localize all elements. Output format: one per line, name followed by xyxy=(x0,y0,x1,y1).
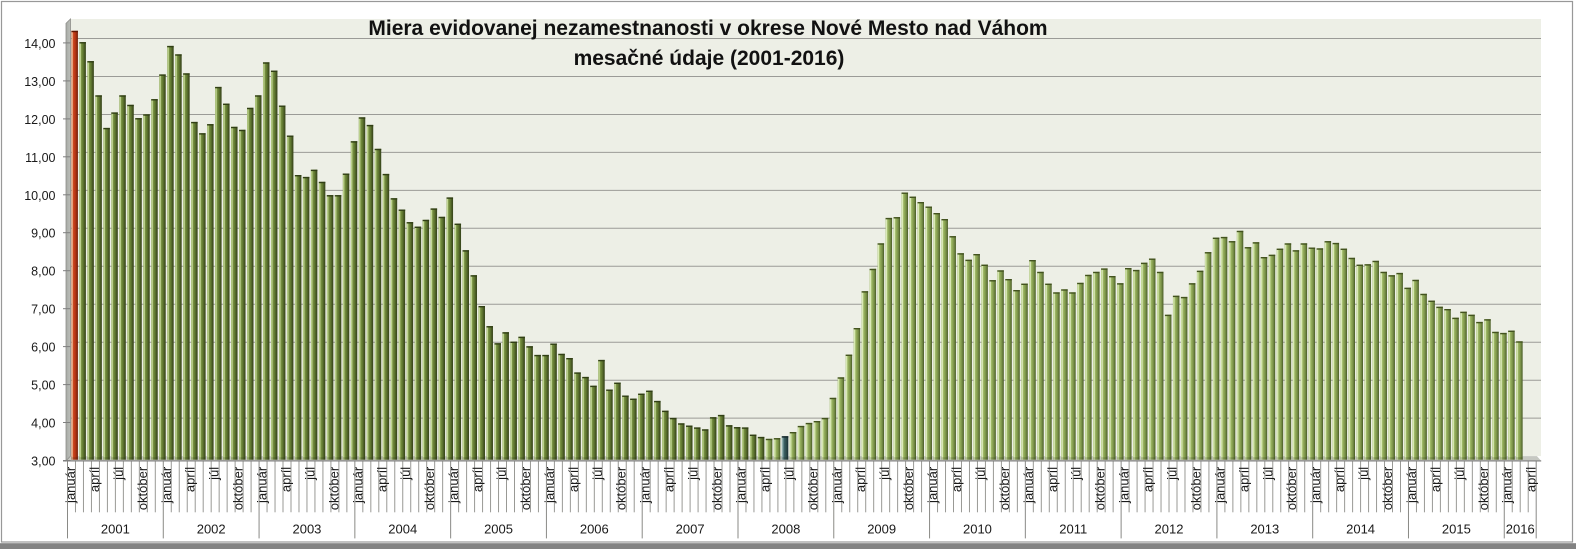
svg-text:2016: 2016 xyxy=(1506,522,1535,537)
svg-text:október: október xyxy=(1476,466,1491,510)
svg-text:3,00: 3,00 xyxy=(31,455,55,469)
svg-text:október: október xyxy=(231,466,246,510)
svg-text:október: október xyxy=(1093,466,1108,510)
svg-text:júl: júl xyxy=(1260,467,1275,481)
svg-text:2007: 2007 xyxy=(676,522,705,537)
svg-text:apríl: apríl xyxy=(279,467,294,492)
svg-text:6,00: 6,00 xyxy=(31,341,55,355)
svg-text:2001: 2001 xyxy=(101,522,130,537)
svg-text:2008: 2008 xyxy=(771,522,800,537)
svg-text:apríl: apríl xyxy=(374,467,389,492)
svg-text:júl: júl xyxy=(686,467,701,481)
svg-text:január: január xyxy=(1404,466,1419,504)
svg-text:júl: júl xyxy=(1165,467,1180,481)
svg-text:2012: 2012 xyxy=(1155,522,1184,537)
svg-text:2006: 2006 xyxy=(580,522,609,537)
svg-text:júl: júl xyxy=(1356,467,1371,481)
svg-text:2002: 2002 xyxy=(197,522,226,537)
svg-text:október: október xyxy=(518,466,533,510)
svg-text:apríl: apríl xyxy=(1428,467,1443,492)
svg-text:október: október xyxy=(422,466,437,510)
svg-text:apríl: apríl xyxy=(1045,467,1060,492)
svg-text:január: január xyxy=(542,466,557,504)
svg-text:2003: 2003 xyxy=(292,522,321,537)
svg-text:apríl: apríl xyxy=(1141,467,1156,492)
svg-text:apríl: apríl xyxy=(757,467,772,492)
svg-text:január: január xyxy=(1500,466,1515,504)
svg-text:január: január xyxy=(1021,466,1036,504)
svg-text:júl: júl xyxy=(207,467,222,481)
svg-text:2011: 2011 xyxy=(1059,522,1087,537)
svg-text:október: október xyxy=(901,466,916,510)
svg-text:október: október xyxy=(805,466,820,510)
svg-text:január: január xyxy=(446,466,461,504)
svg-text:január: január xyxy=(733,466,748,504)
svg-text:8,00: 8,00 xyxy=(31,265,55,279)
svg-text:január: január xyxy=(1308,466,1323,504)
svg-text:apríl: apríl xyxy=(662,467,677,492)
svg-text:2015: 2015 xyxy=(1442,522,1471,537)
svg-text:júl: júl xyxy=(590,467,605,481)
svg-text:apríl: apríl xyxy=(1236,467,1251,492)
svg-text:mesačné údaje (2001-2016): mesačné údaje (2001-2016) xyxy=(574,47,845,70)
svg-text:apríl: apríl xyxy=(1332,467,1347,492)
svg-text:júl: júl xyxy=(781,467,796,481)
svg-text:január: január xyxy=(350,466,365,504)
svg-text:október: október xyxy=(614,466,629,510)
svg-text:január: január xyxy=(1117,466,1132,504)
svg-text:október: október xyxy=(1380,466,1395,510)
svg-text:júl: júl xyxy=(111,467,126,481)
svg-text:2004: 2004 xyxy=(388,522,417,537)
svg-text:október: október xyxy=(135,466,150,510)
svg-text:apríl: apríl xyxy=(1524,467,1539,492)
svg-text:13,00: 13,00 xyxy=(24,75,55,89)
svg-text:apríl: apríl xyxy=(566,467,581,492)
svg-text:9,00: 9,00 xyxy=(31,227,55,241)
svg-text:júl: júl xyxy=(973,467,988,481)
svg-text:14,00: 14,00 xyxy=(24,37,55,51)
svg-text:január: január xyxy=(1212,466,1227,504)
svg-text:12,00: 12,00 xyxy=(24,113,55,127)
svg-text:október: október xyxy=(710,466,725,510)
svg-text:apríl: apríl xyxy=(853,467,868,492)
svg-text:október: október xyxy=(1284,466,1299,510)
svg-text:apríl: apríl xyxy=(87,467,102,492)
svg-text:júl: júl xyxy=(494,467,509,481)
svg-text:január: január xyxy=(159,466,174,504)
svg-text:5,00: 5,00 xyxy=(31,379,55,393)
svg-text:2010: 2010 xyxy=(963,522,992,537)
svg-text:júl: júl xyxy=(1069,467,1084,481)
svg-text:júl: júl xyxy=(302,467,317,481)
svg-text:január: január xyxy=(829,466,844,504)
svg-text:10,00: 10,00 xyxy=(24,189,55,203)
svg-text:2005: 2005 xyxy=(484,522,513,537)
svg-text:október: október xyxy=(997,466,1012,510)
svg-text:11,00: 11,00 xyxy=(25,151,55,165)
svg-text:január: január xyxy=(63,466,78,504)
svg-text:júl: júl xyxy=(1452,467,1467,481)
svg-text:január: január xyxy=(255,466,270,504)
svg-text:január: január xyxy=(638,466,653,504)
svg-text:Miera evidovanej nezamestnanos: Miera evidovanej nezamestnanosti v okres… xyxy=(368,17,1047,40)
svg-text:október: október xyxy=(1188,466,1203,510)
svg-text:7,00: 7,00 xyxy=(31,303,55,317)
svg-text:2009: 2009 xyxy=(867,522,896,537)
svg-text:2014: 2014 xyxy=(1346,522,1375,537)
svg-text:4,00: 4,00 xyxy=(31,417,55,431)
svg-text:apríl: apríl xyxy=(949,467,964,492)
svg-text:júl: júl xyxy=(398,467,413,481)
svg-text:január: január xyxy=(925,466,940,504)
svg-text:apríl: apríl xyxy=(183,467,198,492)
svg-text:2013: 2013 xyxy=(1250,522,1279,537)
svg-text:október: október xyxy=(326,466,341,510)
svg-text:júl: júl xyxy=(877,467,892,481)
svg-text:apríl: apríl xyxy=(470,467,485,492)
